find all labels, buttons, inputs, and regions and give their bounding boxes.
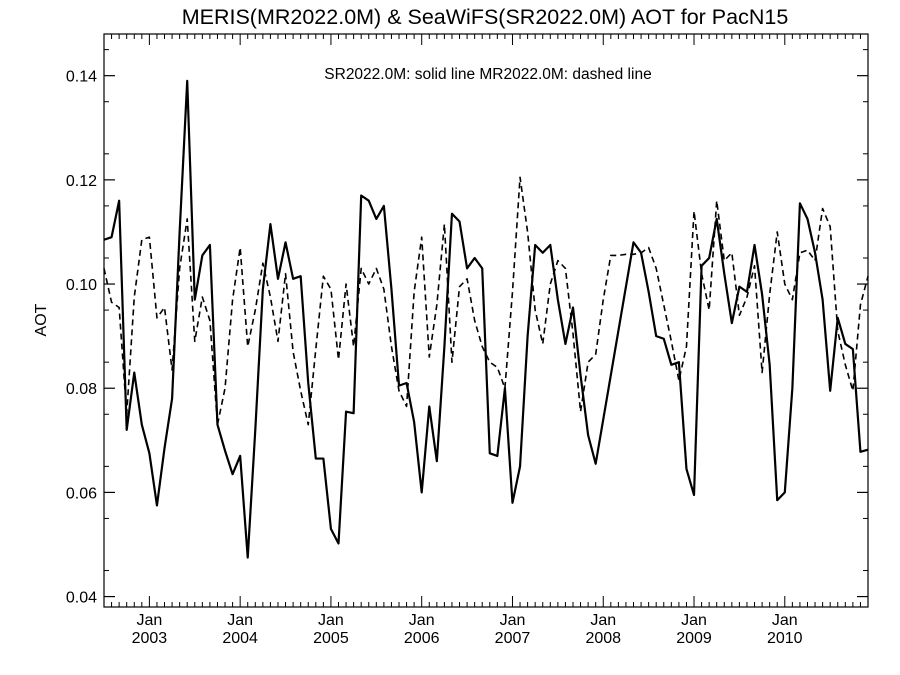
series-layer <box>103 79 869 559</box>
series-line-sr2022-0m <box>103 79 869 559</box>
chart-title: MERIS(MR2022.0M) & SeaWiFS(SR2022.0M) AO… <box>182 5 789 29</box>
x-tick-label-year: 2003 <box>132 630 168 647</box>
y-tick-label: 0.12 <box>66 173 97 190</box>
y-axis-label: AOT <box>33 303 50 336</box>
x-tick-label-month: Jan <box>500 612 526 629</box>
x-tick-label-year: 2010 <box>767 630 803 647</box>
x-tick-label-year: 2004 <box>222 630 258 647</box>
x-tick-label-year: 2005 <box>313 630 349 647</box>
y-tick-label: 0.04 <box>66 590 97 607</box>
x-tick-label-month: Jan <box>318 612 344 629</box>
chart-subtitle: SR2022.0M: solid line MR2022.0M: dashed … <box>324 66 651 83</box>
y-tick-label: 0.06 <box>66 485 97 502</box>
x-tick-label-month: Jan <box>227 612 253 629</box>
series-line-mr2022-0m <box>103 176 869 426</box>
plot-frame <box>103 33 869 608</box>
x-tick-label-month: Jan <box>772 612 798 629</box>
x-tick-label-month: Jan <box>590 612 616 629</box>
x-tick-label-year: 2009 <box>676 630 712 647</box>
x-tick-label-month: Jan <box>681 612 707 629</box>
x-tick-label-month: Jan <box>409 612 435 629</box>
x-tick-label-month: Jan <box>136 612 162 629</box>
y-tick-label: 0.14 <box>66 69 97 86</box>
x-tick-label-year: 2006 <box>404 630 440 647</box>
x-tick-label-year: 2008 <box>585 630 621 647</box>
y-tick-label: 0.08 <box>66 381 97 398</box>
axes: 0.040.060.080.100.120.14Jan2003Jan2004Ja… <box>66 33 869 647</box>
y-tick-label: 0.10 <box>66 277 97 294</box>
x-tick-label-year: 2007 <box>495 630 531 647</box>
